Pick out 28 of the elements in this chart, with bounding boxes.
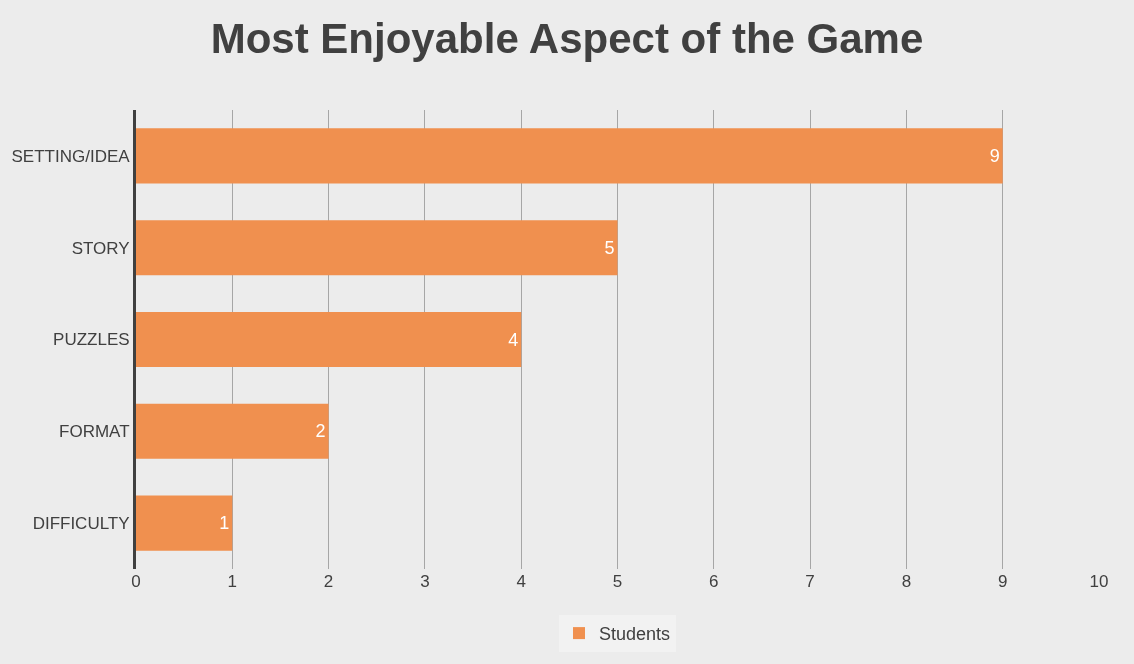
x-tick-label: 8 <box>901 572 912 591</box>
y-tick-label: FORMAT <box>59 422 130 442</box>
bar <box>136 128 1003 184</box>
x-tick-label: 6 <box>709 572 719 591</box>
x-tick-label: 5 <box>612 572 623 591</box>
y-tick-label: DIFFICULTY <box>32 514 130 534</box>
data-label: 4 <box>508 329 519 350</box>
bar <box>136 311 522 368</box>
x-tick-label: 3 <box>420 572 430 591</box>
x-tick-label: 0 <box>131 572 141 591</box>
data-label: 1 <box>219 513 230 534</box>
y-tick-label: PUZZLES <box>53 330 130 350</box>
x-tick-label: 1 <box>227 572 238 591</box>
y-tick-label: SETTING/IDEA <box>11 146 131 166</box>
data-label: 9 <box>989 145 1000 166</box>
x-tick-label: 10 <box>1089 572 1109 591</box>
x-tick-label: 2 <box>323 572 334 591</box>
bar <box>136 220 618 276</box>
x-tick-label: 9 <box>997 572 1008 591</box>
data-label: 5 <box>604 237 615 258</box>
bar <box>136 403 329 459</box>
x-tick-label: 4 <box>516 572 526 591</box>
data-label: 2 <box>315 421 326 442</box>
y-tick-label: STORY <box>71 238 130 258</box>
legend-label: Students <box>599 624 671 645</box>
chart-title: Most Enjoyable Aspect of the Game <box>210 14 924 62</box>
x-tick-label: 7 <box>805 572 815 591</box>
bar <box>136 495 233 551</box>
